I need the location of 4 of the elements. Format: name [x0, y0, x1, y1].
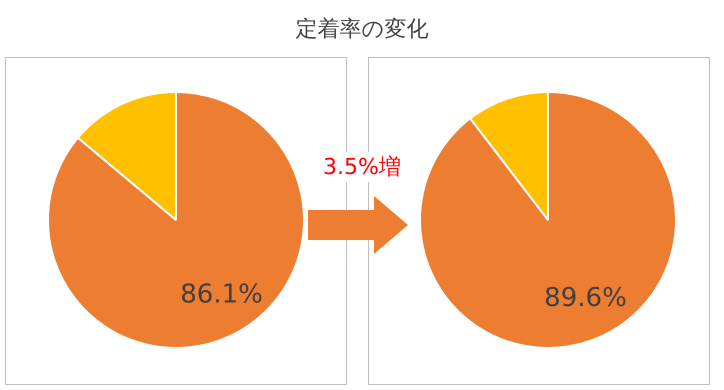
data-label: 86.1%	[180, 280, 263, 310]
text: 定着率の変化	[294, 16, 430, 44]
data-label: 89.6%	[544, 282, 627, 313]
text: 3.5%増	[300, 152, 424, 182]
